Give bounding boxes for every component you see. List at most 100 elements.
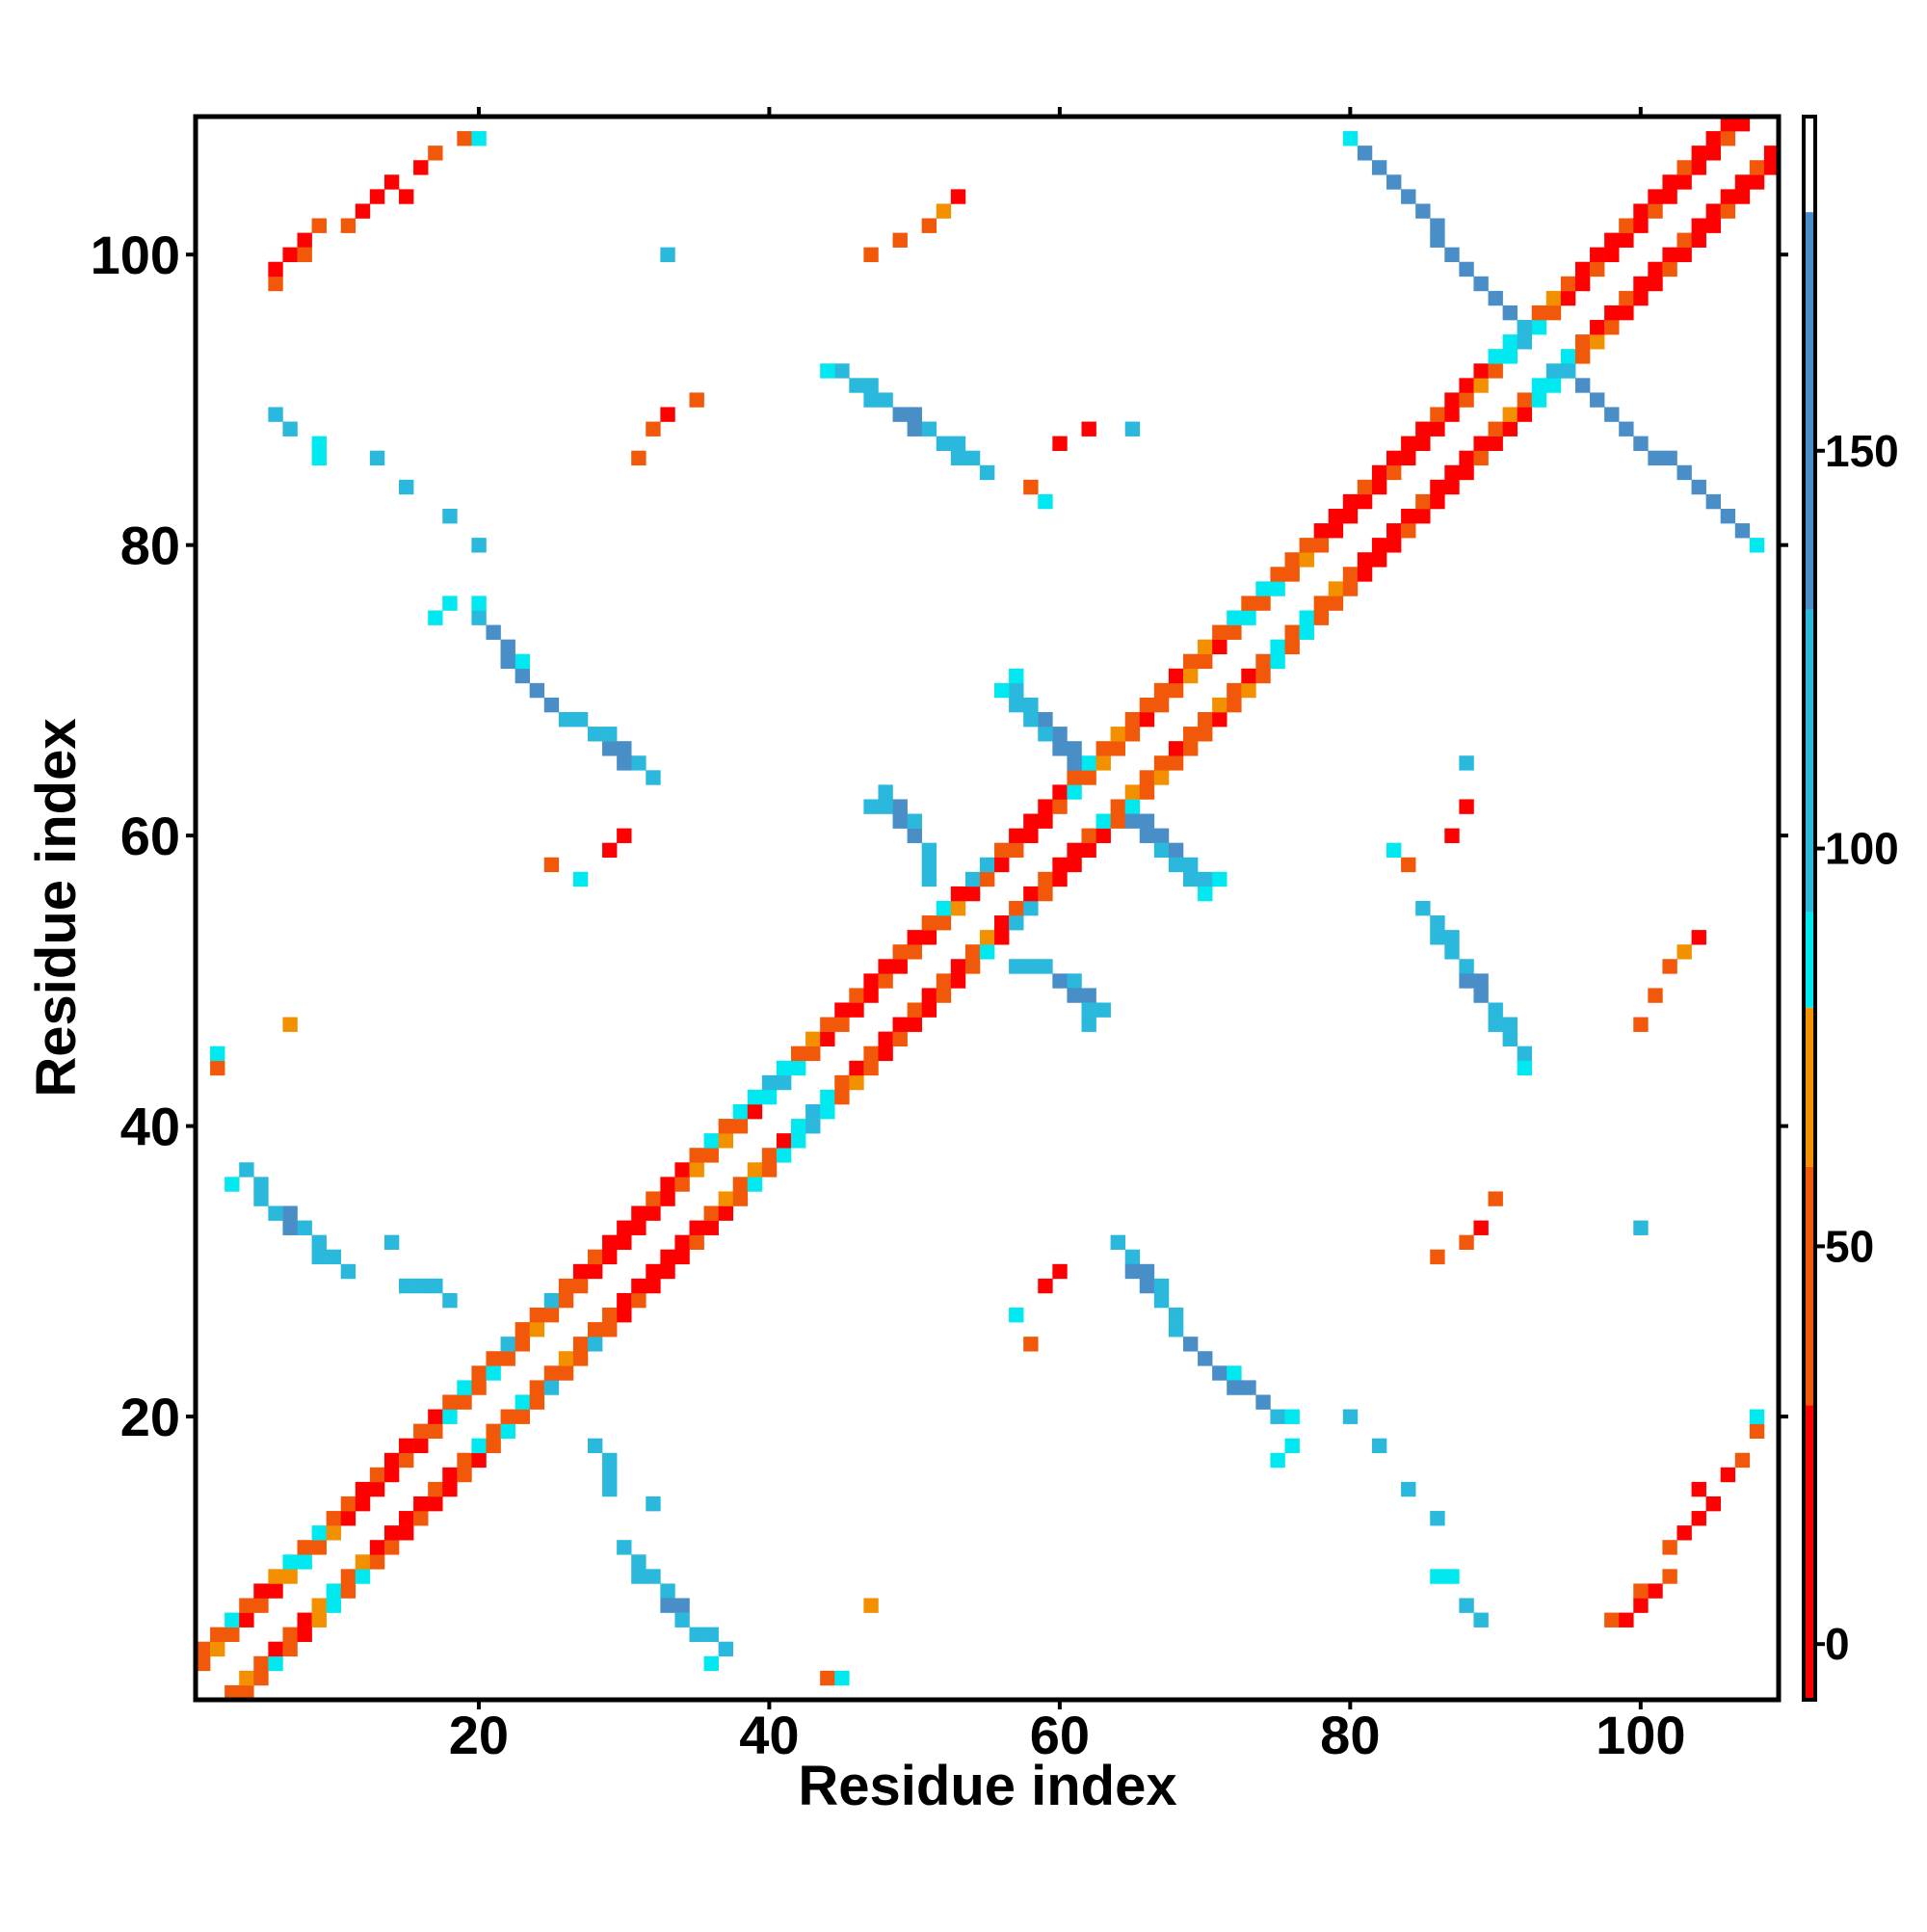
cell xyxy=(1619,1612,1634,1628)
cell xyxy=(602,1249,618,1265)
cell xyxy=(457,1380,472,1395)
cell xyxy=(1444,392,1460,408)
cell xyxy=(1212,697,1227,713)
cell xyxy=(340,1511,356,1526)
cell xyxy=(340,1263,356,1280)
cell xyxy=(1052,741,1068,756)
cell xyxy=(1386,450,1402,466)
cell xyxy=(1227,697,1242,713)
cell xyxy=(878,1031,893,1046)
cell xyxy=(1633,1220,1649,1235)
cell xyxy=(587,1263,603,1280)
cell xyxy=(1734,189,1751,204)
cell xyxy=(1241,682,1256,699)
cell xyxy=(674,1162,690,1178)
cell xyxy=(660,1249,675,1265)
cell xyxy=(515,1394,530,1410)
cell xyxy=(950,436,966,451)
cell xyxy=(1052,973,1068,989)
cell xyxy=(572,1337,589,1352)
cell xyxy=(1342,493,1359,510)
cell xyxy=(1574,261,1591,278)
cell xyxy=(282,1205,298,1221)
cell xyxy=(311,450,327,466)
cell xyxy=(834,1074,850,1091)
cell xyxy=(1023,479,1039,495)
cell xyxy=(399,1525,414,1541)
cell xyxy=(1720,508,1736,524)
cell xyxy=(1124,799,1141,814)
cell xyxy=(1430,421,1445,437)
cell xyxy=(1067,784,1082,800)
cell xyxy=(529,682,545,699)
colorbar-tick-label: 0 xyxy=(1825,1619,1850,1669)
cell xyxy=(703,1205,719,1221)
cell xyxy=(442,508,458,524)
cell xyxy=(253,1598,269,1613)
cell xyxy=(1168,1322,1184,1337)
cell xyxy=(558,1292,574,1309)
cell xyxy=(1590,261,1605,278)
cell xyxy=(1081,828,1096,843)
colorbar-frame xyxy=(1802,115,1817,1702)
cell xyxy=(849,1060,864,1076)
cell xyxy=(500,639,515,655)
cell xyxy=(1095,813,1111,829)
cell xyxy=(1052,871,1068,887)
cell xyxy=(863,799,879,814)
cell xyxy=(428,1481,443,1497)
cell xyxy=(1545,304,1562,321)
cell xyxy=(297,1627,312,1643)
cell xyxy=(471,1438,487,1454)
cell xyxy=(1502,1031,1518,1046)
cell xyxy=(1749,174,1765,190)
cell xyxy=(428,1495,443,1512)
cell xyxy=(674,1612,690,1628)
cell xyxy=(1009,828,1024,843)
cell xyxy=(907,828,922,843)
cell xyxy=(1749,1409,1765,1424)
cell xyxy=(1488,421,1503,437)
cell xyxy=(1749,1423,1765,1439)
cell xyxy=(311,1249,327,1265)
cell xyxy=(1038,712,1053,728)
cell xyxy=(1619,421,1634,437)
cell xyxy=(1401,857,1416,873)
cell xyxy=(1430,1511,1445,1526)
cell xyxy=(1227,682,1242,699)
cell xyxy=(805,1031,821,1046)
cell xyxy=(210,1641,225,1657)
cell xyxy=(1648,261,1663,278)
cell xyxy=(718,1205,734,1221)
cell xyxy=(558,1365,574,1381)
cell xyxy=(253,1583,269,1599)
cell xyxy=(326,1249,342,1265)
cell xyxy=(732,1191,749,1206)
cell xyxy=(761,1162,778,1178)
cell xyxy=(383,1525,400,1541)
cell xyxy=(1459,755,1474,771)
cell xyxy=(1009,959,1024,974)
cell xyxy=(1574,349,1591,364)
cell xyxy=(936,973,952,989)
cell xyxy=(1662,959,1677,974)
cell xyxy=(1038,959,1053,974)
cell xyxy=(878,959,893,974)
cell xyxy=(834,1670,850,1686)
cell xyxy=(602,1308,618,1323)
cell xyxy=(1357,552,1373,568)
y-tick-label: 40 xyxy=(120,1097,180,1157)
cell xyxy=(1023,886,1039,902)
cell xyxy=(1328,523,1344,539)
cell xyxy=(558,1351,574,1366)
cell xyxy=(1648,276,1663,292)
cell xyxy=(1227,1365,1242,1381)
cell xyxy=(1473,436,1489,451)
cell xyxy=(1459,973,1474,989)
cell xyxy=(1590,320,1605,335)
cell xyxy=(1052,799,1068,814)
cell xyxy=(791,1133,806,1149)
cell xyxy=(355,1554,371,1570)
cell xyxy=(1676,464,1692,481)
cell xyxy=(747,1089,763,1105)
